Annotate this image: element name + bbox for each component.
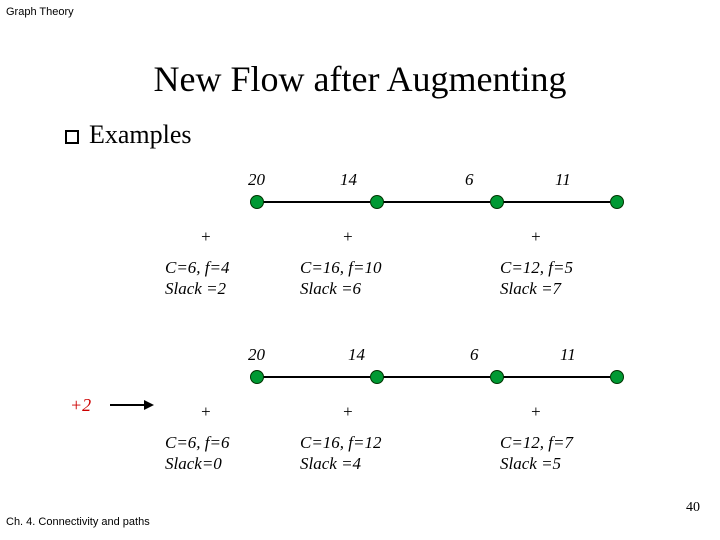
node bbox=[490, 195, 504, 209]
node-label: 11 bbox=[560, 345, 576, 365]
node-label: 20 bbox=[248, 170, 265, 190]
edge bbox=[377, 376, 490, 378]
node-label: 6 bbox=[465, 170, 474, 190]
node bbox=[490, 370, 504, 384]
edge-sign: + bbox=[342, 402, 353, 422]
edge-annotation: C=6, f=6Slack=0 bbox=[165, 432, 230, 475]
edge-annotation: C=12, f=7Slack =5 bbox=[500, 432, 573, 475]
node bbox=[610, 370, 624, 384]
edge-sign: + bbox=[342, 227, 353, 247]
page-title: New Flow after Augmenting bbox=[0, 58, 720, 100]
edge bbox=[377, 201, 490, 203]
edge-sign: + bbox=[530, 227, 541, 247]
node bbox=[610, 195, 624, 209]
section-heading: Examples bbox=[65, 120, 192, 150]
node bbox=[370, 370, 384, 384]
edge-sign: + bbox=[200, 402, 211, 422]
edge-sign: + bbox=[200, 227, 211, 247]
edge bbox=[257, 201, 370, 203]
edge bbox=[257, 376, 370, 378]
node-label: 11 bbox=[555, 170, 571, 190]
section-label: Examples bbox=[89, 120, 192, 149]
node bbox=[250, 195, 264, 209]
page-number: 40 bbox=[686, 500, 700, 516]
edge-annotation: C=16, f=10Slack =6 bbox=[300, 257, 382, 300]
edge bbox=[497, 376, 610, 378]
increment-label: +2 bbox=[70, 395, 91, 416]
node bbox=[370, 195, 384, 209]
edge-annotation: C=16, f=12Slack =4 bbox=[300, 432, 382, 475]
footer-label: Ch. 4. Connectivity and paths bbox=[6, 516, 150, 528]
node-label: 14 bbox=[348, 345, 365, 365]
node-label: 14 bbox=[340, 170, 357, 190]
edge bbox=[497, 201, 610, 203]
node-label: 20 bbox=[248, 345, 265, 365]
edge-annotation: C=6, f=4Slack =2 bbox=[165, 257, 230, 300]
edge-annotation: C=12, f=5Slack =7 bbox=[500, 257, 573, 300]
node bbox=[250, 370, 264, 384]
header-label: Graph Theory bbox=[6, 6, 74, 18]
edge-sign: + bbox=[530, 402, 541, 422]
bullet-icon bbox=[65, 130, 79, 144]
node-label: 6 bbox=[470, 345, 479, 365]
